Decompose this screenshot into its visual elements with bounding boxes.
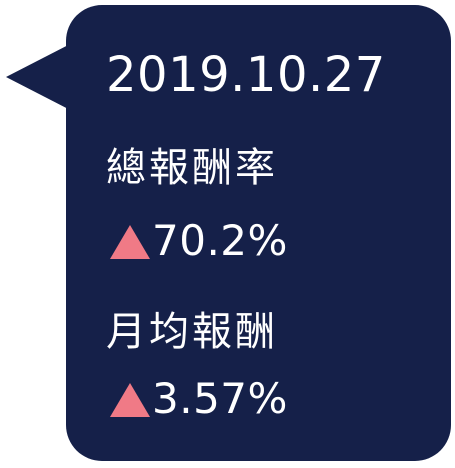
tooltip-date: 2019.10.27 (106, 47, 386, 103)
monthly-return-value-row: 3.57% (110, 378, 288, 420)
up-triangle-icon (110, 383, 150, 417)
monthly-return-value: 3.57% (152, 374, 288, 423)
up-triangle-icon (110, 225, 150, 259)
monthly-return-label: 月均報酬 (106, 309, 278, 355)
total-return-value: 70.2% (152, 216, 288, 265)
total-return-label: 總報酬率 (106, 145, 278, 191)
total-return-value-row: 70.2% (110, 220, 288, 262)
